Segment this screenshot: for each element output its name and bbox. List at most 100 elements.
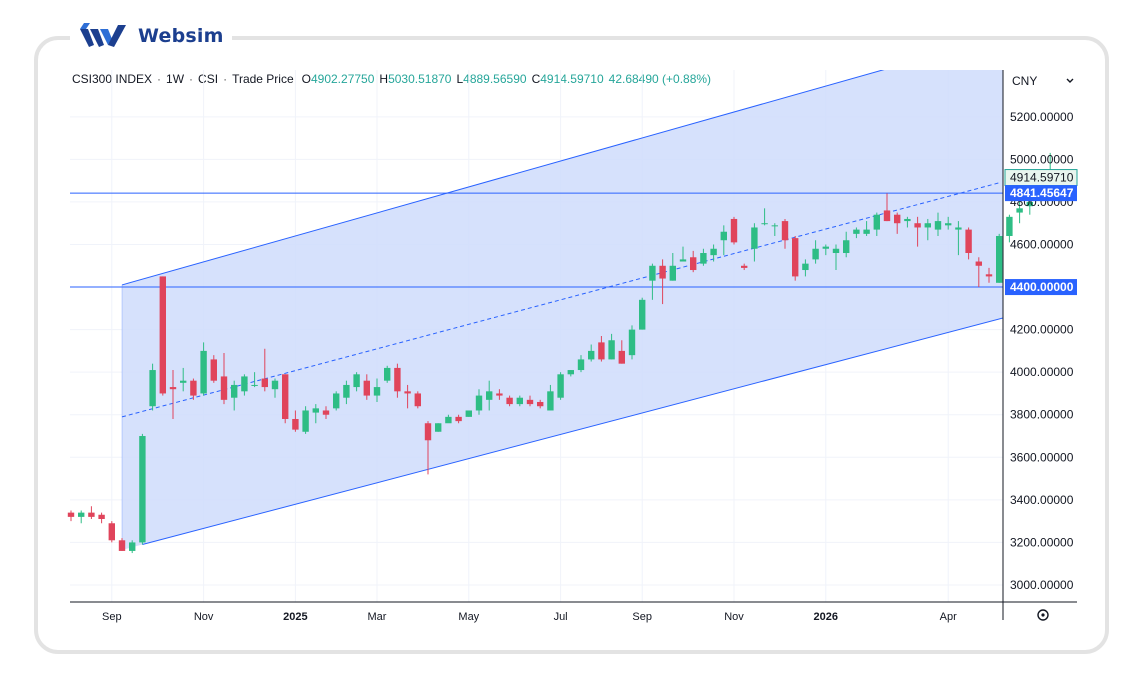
candle-body[interactable] bbox=[802, 263, 809, 271]
candle-body[interactable] bbox=[863, 229, 870, 234]
candle-body[interactable] bbox=[445, 416, 452, 424]
candle-body[interactable] bbox=[608, 340, 615, 360]
candle-body[interactable] bbox=[526, 399, 534, 405]
candle-body[interactable] bbox=[1006, 216, 1013, 236]
candle-body[interactable] bbox=[761, 223, 768, 225]
candle-body[interactable] bbox=[333, 393, 340, 409]
candle-body[interactable] bbox=[924, 223, 931, 228]
candle-body[interactable] bbox=[516, 397, 523, 405]
candle-body[interactable] bbox=[577, 359, 585, 371]
candle-body[interactable] bbox=[771, 225, 778, 227]
candle-body[interactable] bbox=[741, 265, 748, 268]
candle-body[interactable] bbox=[424, 423, 432, 441]
candle-body[interactable] bbox=[506, 397, 513, 405]
candle-body[interactable] bbox=[98, 514, 105, 520]
candle-body[interactable] bbox=[873, 214, 880, 230]
candle-body[interactable] bbox=[955, 227, 962, 230]
candle-body[interactable] bbox=[149, 370, 156, 407]
candle-body[interactable] bbox=[210, 359, 217, 381]
candle-body[interactable] bbox=[312, 408, 319, 413]
candle-body[interactable] bbox=[639, 299, 646, 330]
candle-body[interactable] bbox=[894, 214, 901, 224]
candle-body[interactable] bbox=[588, 350, 595, 360]
candle-body[interactable] bbox=[322, 410, 330, 415]
candle-body[interactable] bbox=[159, 276, 166, 394]
candle-body[interactable] bbox=[190, 380, 197, 396]
candle-body[interactable] bbox=[486, 391, 493, 400]
candle-body[interactable] bbox=[118, 540, 126, 551]
candle-body[interactable] bbox=[618, 350, 625, 364]
currency-selector[interactable]: CNY bbox=[1008, 70, 1078, 92]
candle-body[interactable] bbox=[751, 227, 758, 249]
candle-body[interactable] bbox=[343, 384, 350, 398]
candle-body[interactable] bbox=[292, 418, 299, 430]
candle-body[interactable] bbox=[730, 218, 738, 243]
candle-body[interactable] bbox=[302, 410, 309, 432]
candle-body[interactable] bbox=[547, 391, 554, 411]
candle-body[interactable] bbox=[496, 393, 503, 396]
channel-fill[interactable] bbox=[122, 36, 1003, 550]
candle-body[interactable] bbox=[781, 221, 789, 241]
candle-body[interactable] bbox=[934, 221, 942, 230]
candle-body[interactable] bbox=[690, 257, 697, 271]
candle-body[interactable] bbox=[598, 342, 605, 360]
candle-body[interactable] bbox=[169, 387, 177, 390]
candle-body[interactable] bbox=[700, 253, 707, 264]
candle-body[interactable] bbox=[282, 374, 289, 419]
candle-body[interactable] bbox=[710, 248, 717, 256]
candle-body[interactable] bbox=[129, 542, 136, 551]
candle-body[interactable] bbox=[220, 376, 228, 400]
candle-body[interactable] bbox=[88, 512, 95, 517]
candle-body[interactable] bbox=[261, 378, 268, 388]
candle-body[interactable] bbox=[475, 395, 483, 411]
settings-gear-icon[interactable] bbox=[1037, 609, 1049, 621]
candle-body[interactable] bbox=[883, 210, 891, 222]
candle-body[interactable] bbox=[792, 238, 799, 277]
candle-body[interactable] bbox=[945, 223, 952, 226]
price-line-label-box[interactable] bbox=[1005, 185, 1077, 202]
candle-body[interactable] bbox=[628, 329, 636, 356]
price-line-label-box[interactable] bbox=[1005, 279, 1077, 296]
candle-body[interactable] bbox=[853, 229, 860, 234]
candle-body[interactable] bbox=[414, 393, 421, 407]
candle-body[interactable] bbox=[822, 246, 829, 249]
candle-body[interactable] bbox=[537, 401, 544, 407]
candle-body[interactable] bbox=[965, 229, 972, 254]
candle-body[interactable] bbox=[720, 231, 727, 241]
candle-body[interactable] bbox=[679, 259, 687, 262]
candle-body[interactable] bbox=[455, 416, 462, 422]
candle-body[interactable] bbox=[435, 423, 442, 432]
candle-body[interactable] bbox=[1016, 208, 1023, 213]
candle-body[interactable] bbox=[812, 248, 819, 260]
candle-body[interactable] bbox=[996, 235, 1003, 283]
candle-body[interactable] bbox=[200, 350, 207, 394]
candle-body[interactable] bbox=[669, 265, 676, 281]
channel-upper-line[interactable] bbox=[121, 36, 1003, 286]
candle-body[interactable] bbox=[108, 523, 115, 541]
candle-body[interactable] bbox=[649, 265, 656, 281]
candle-body[interactable] bbox=[67, 512, 75, 517]
candle-body[interactable] bbox=[353, 374, 360, 388]
candle-body[interactable] bbox=[394, 367, 401, 392]
candle-body[interactable] bbox=[251, 384, 258, 386]
candle-body[interactable] bbox=[231, 384, 238, 398]
candle-body[interactable] bbox=[904, 218, 911, 222]
candle-body[interactable] bbox=[985, 274, 993, 277]
channel-lower-line[interactable] bbox=[142, 317, 1003, 546]
candle-body[interactable] bbox=[832, 248, 840, 254]
candle-body[interactable] bbox=[567, 370, 574, 375]
candle-body[interactable] bbox=[241, 376, 248, 392]
candle-body[interactable] bbox=[1026, 201, 1033, 207]
candle-body[interactable] bbox=[404, 391, 411, 394]
candle-body[interactable] bbox=[465, 410, 472, 417]
candle-body[interactable] bbox=[557, 374, 564, 398]
candle-body[interactable] bbox=[659, 265, 666, 279]
candle-body[interactable] bbox=[373, 387, 381, 396]
candle-body[interactable] bbox=[843, 240, 850, 254]
candle-body[interactable] bbox=[139, 436, 146, 543]
candle-body[interactable] bbox=[180, 380, 187, 383]
candle-body[interactable] bbox=[78, 512, 85, 517]
candle-body[interactable] bbox=[363, 380, 370, 396]
candle-body[interactable] bbox=[271, 380, 279, 390]
candle-body[interactable] bbox=[975, 261, 982, 266]
